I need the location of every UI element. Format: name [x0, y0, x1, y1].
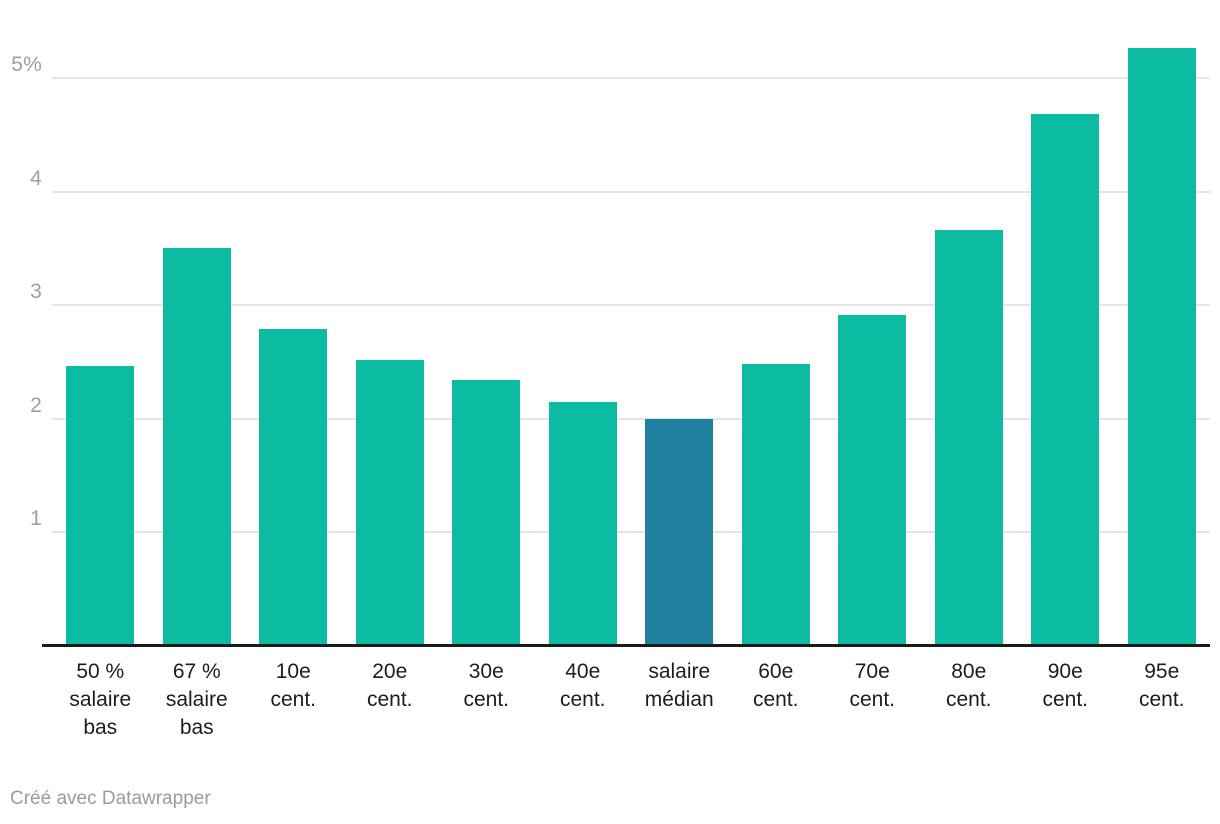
x-axis-label: 67 % salaire bas [165, 660, 228, 739]
x-axis-baseline [42, 644, 1210, 647]
bar-slot [631, 0, 728, 646]
bar-20e-cent-[interactable] [355, 359, 424, 646]
x-axis-label: 20e cent. [366, 660, 413, 711]
bar-slot [1114, 0, 1211, 646]
bar-80e-cent-[interactable] [934, 230, 1003, 646]
bar-slot [921, 0, 1018, 646]
x-axis-label: 80e cent. [945, 660, 992, 711]
gridline-5 [52, 77, 1210, 80]
bar-slot [1017, 0, 1114, 646]
datawrapper-credit: Créé avec Datawrapper [10, 788, 211, 809]
x-axis-label: 70e cent. [849, 660, 896, 711]
y-tick-label-5: 5% [11, 53, 42, 77]
bar-40e-cent-[interactable] [548, 401, 617, 646]
x-axis-label: 50 % salaire bas [69, 660, 132, 739]
bar-slot [824, 0, 921, 646]
y-tick-label-2: 2 [30, 393, 42, 417]
x-axis-label: 60e cent. [752, 660, 799, 711]
y-tick-label-3: 3 [30, 280, 42, 304]
bar-slot [342, 0, 439, 646]
bar-salaire-m-dian[interactable] [645, 418, 714, 646]
bar-67-salaire-bas[interactable] [162, 247, 231, 646]
bar-slot [535, 0, 632, 646]
bar-50-salaire-bas[interactable] [66, 365, 135, 646]
bar-slot [52, 0, 149, 646]
gridline-4 [52, 190, 1210, 193]
gridline-2 [52, 417, 1210, 420]
bars-container [52, 0, 1210, 646]
bar-95e-cent-[interactable] [1127, 47, 1196, 646]
bar-70e-cent-[interactable] [838, 314, 907, 646]
bar-30e-cent-[interactable] [452, 380, 521, 646]
bar-10e-cent-[interactable] [259, 329, 328, 646]
y-axis: 1 2 3 4 5% [0, 0, 42, 646]
bar-slot [438, 0, 535, 646]
x-axis-label: 95e cent. [1138, 660, 1185, 711]
bar-60e-cent-[interactable] [741, 364, 810, 646]
x-axis-labels: 50 % salaire bas 67 % salaire bas 10e cent… [52, 658, 1210, 742]
gridline-1 [52, 531, 1210, 534]
x-axis-label: 10e cent. [270, 660, 317, 711]
bar-slot [245, 0, 342, 646]
plot-area [52, 0, 1210, 646]
x-axis-label: 90e cent. [1042, 660, 1089, 711]
x-axis-label: salaire médian [644, 660, 714, 711]
x-axis-label: 30e cent. [463, 660, 510, 711]
bar-90e-cent-[interactable] [1031, 113, 1100, 646]
gridline-3 [52, 304, 1210, 307]
y-tick-label-4: 4 [30, 166, 42, 190]
y-tick-label-1: 1 [30, 507, 42, 531]
x-axis-label: 40e cent. [559, 660, 606, 711]
bar-slot [728, 0, 825, 646]
bar-slot [149, 0, 246, 646]
